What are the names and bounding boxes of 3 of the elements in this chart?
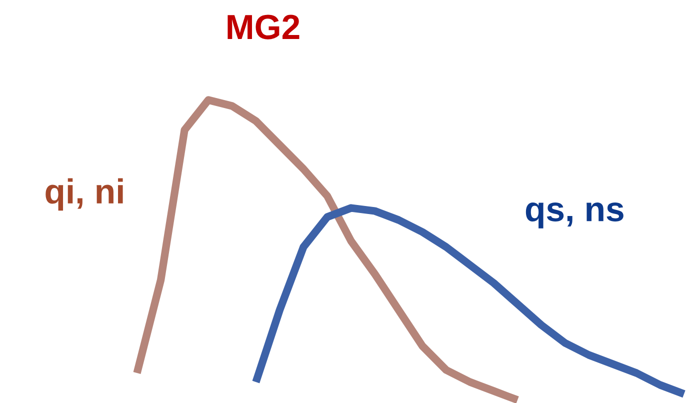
series-label: qi, ni <box>46 178 123 211</box>
chart-title: MG2 <box>228 14 300 40</box>
series-label: qs, ns <box>526 202 624 228</box>
